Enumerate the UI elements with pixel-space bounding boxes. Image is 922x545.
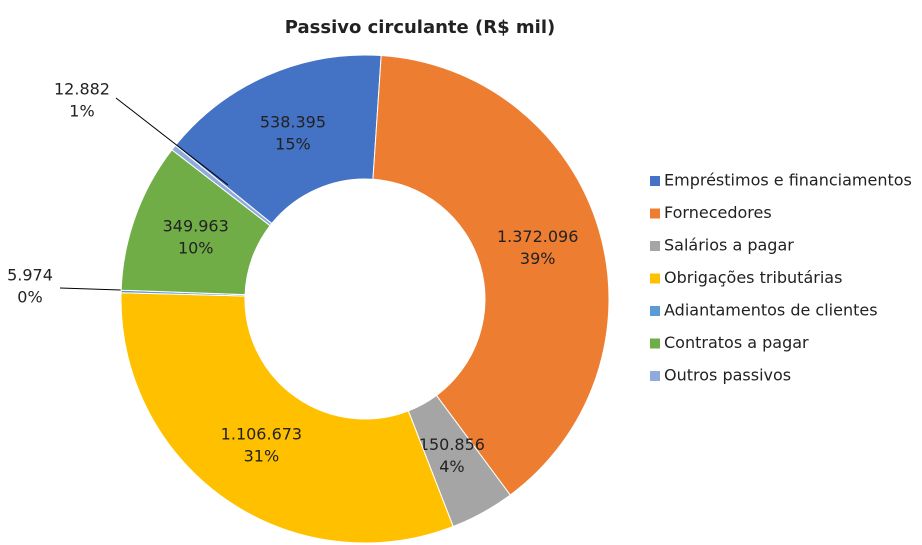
percent-label: 39%	[520, 249, 556, 268]
percent-label: 10%	[178, 238, 214, 257]
percent-label: 1%	[69, 102, 94, 121]
legend-swatch	[650, 241, 660, 251]
donut-slice	[174, 54, 382, 225]
percent-label: 0%	[17, 288, 42, 307]
percent-label: 15%	[275, 135, 311, 154]
legend-swatch	[650, 306, 660, 316]
legend-swatch	[650, 176, 660, 186]
value-label: 12.882	[54, 80, 110, 99]
legend-label: Salários a pagar	[664, 236, 794, 255]
legend-swatch	[650, 208, 660, 219]
legend-label: Fornecedores	[664, 203, 772, 222]
chart-title: Passivo circulante (R$ mil)	[285, 17, 555, 38]
value-label: 1.106.673	[221, 425, 302, 444]
leader-line	[115, 97, 229, 186]
legend-label: Contratos a pagar	[664, 333, 809, 352]
legend-swatch	[650, 338, 660, 349]
value-label: 5.974	[7, 266, 53, 285]
donut-slice	[372, 55, 610, 496]
legend-label: Empréstimos e financiamentos	[664, 171, 912, 190]
percent-label: 4%	[439, 457, 464, 476]
legend-label: Outros passivos	[664, 366, 791, 385]
value-label: 349.963	[163, 216, 229, 235]
donut-slice	[171, 144, 273, 227]
value-label: 1.372.096	[497, 227, 578, 246]
value-label: 150.856	[419, 435, 485, 454]
legend-swatch	[650, 273, 660, 284]
legend-swatch	[650, 371, 660, 381]
percent-label: 31%	[244, 447, 280, 466]
legend-label: Obrigações tributárias	[664, 268, 842, 287]
donut-slice	[120, 292, 454, 544]
legend-label: Adiantamentos de clientes	[664, 301, 878, 320]
value-label: 538.395	[260, 113, 326, 132]
